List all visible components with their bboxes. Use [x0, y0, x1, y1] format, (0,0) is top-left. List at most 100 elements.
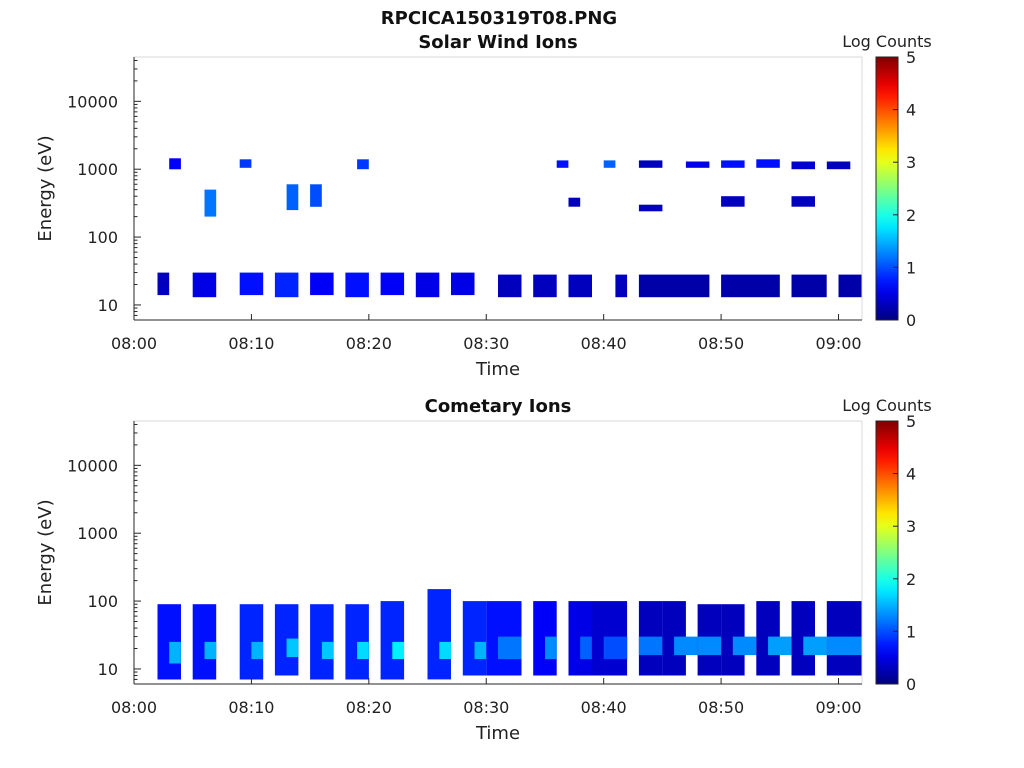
- x-tick-label: 08:50: [698, 698, 744, 717]
- heatmap-cell: [192, 272, 217, 298]
- y-tick-label: 100: [87, 228, 118, 247]
- x-tick-label: 08:50: [698, 334, 744, 353]
- heatmap-cell: [251, 641, 264, 659]
- x-tick-label: 09:00: [815, 334, 861, 353]
- heatmap-cell: [756, 159, 780, 168]
- heatmap-cell: [603, 636, 628, 660]
- heatmap-cell: [791, 196, 815, 207]
- heatmap-cell: [803, 636, 827, 656]
- heatmap-cell: [768, 636, 792, 656]
- heatmap-cell: [427, 589, 451, 680]
- panel-title: Cometary Ions: [425, 396, 572, 417]
- heatmap-cell: [615, 274, 628, 298]
- cometary-ions-panel: 08:00 08:10 08:20 08:30 08:40 08:50 09:0010100…: [35, 396, 932, 744]
- heatmap-cell: [204, 189, 217, 217]
- x-axis-label: Time: [475, 723, 520, 744]
- x-tick-label: 08:30: [463, 698, 509, 717]
- colorbar-tick-label: 4: [906, 101, 916, 120]
- heatmap-cell: [286, 184, 299, 211]
- y-tick-label: 10: [98, 296, 118, 315]
- x-axis-label: Time: [475, 359, 520, 380]
- x-tick-label: 08:10: [228, 334, 274, 353]
- heatmap-cell: [357, 641, 369, 659]
- heatmap-cell: [439, 641, 451, 659]
- heatmap-cell: [239, 159, 252, 168]
- heatmap-cell: [732, 636, 757, 656]
- heatmap-cell: [239, 272, 264, 296]
- heatmap-cell: [638, 204, 663, 212]
- heatmap-cell: [415, 272, 440, 298]
- colorbar-tick-label: 0: [906, 311, 916, 330]
- y-tick-label: 100: [87, 592, 118, 611]
- y-tick-label: 10000: [67, 456, 118, 475]
- heatmap-cell: [697, 636, 722, 656]
- heatmap-cell: [638, 636, 663, 656]
- colorbar-tick-label: 2: [906, 206, 916, 225]
- x-tick-label: 08:40: [581, 698, 627, 717]
- heatmap-cell: [380, 601, 405, 680]
- heatmap-cell: [157, 272, 170, 296]
- heatmap-cell: [474, 641, 487, 659]
- heatmap-cell: [345, 604, 369, 680]
- y-tick-label: 1000: [77, 524, 118, 543]
- heatmap-cell: [791, 161, 815, 170]
- heatmap-cell: [674, 636, 698, 656]
- heatmap-cell: [568, 197, 581, 207]
- colorbar-label: Log Counts: [842, 32, 932, 51]
- heatmap-cell: [380, 272, 405, 296]
- heatmap-cell: [580, 636, 592, 660]
- x-tick-label: 09:00: [815, 698, 861, 717]
- heatmap-cell: [791, 274, 827, 298]
- heatmap-cell: [392, 641, 404, 659]
- colorbar-label: Log Counts: [842, 396, 932, 415]
- heatmap-cell: [239, 604, 264, 680]
- colorbar: [875, 56, 899, 321]
- heatmap-cell: [603, 160, 616, 168]
- colorbar-tick-label: 3: [906, 153, 916, 172]
- colorbar-tick-label: 5: [906, 48, 916, 67]
- colorbar-tick-label: 4: [906, 465, 916, 484]
- heatmap-cell: [310, 272, 334, 296]
- colorbar-tick-label: 2: [906, 570, 916, 589]
- heatmap-cell: [321, 641, 334, 659]
- colorbar-tick-label: 1: [906, 258, 916, 277]
- x-tick-label: 08:10: [228, 698, 274, 717]
- heatmap-cell: [826, 161, 851, 170]
- heatmap-cell: [169, 158, 181, 170]
- colorbar-tick-label: 1: [906, 622, 916, 641]
- x-tick-label: 08:20: [346, 698, 392, 717]
- x-tick-label: 08:30: [463, 334, 509, 353]
- heatmap-cell: [556, 160, 569, 168]
- y-tick-label: 10000: [67, 92, 118, 111]
- heatmap-cell: [568, 274, 592, 298]
- heatmap-cell: [451, 272, 475, 296]
- heatmap-cell: [204, 641, 217, 659]
- heatmap-cell: [721, 274, 780, 298]
- heatmap-cell: [638, 274, 710, 298]
- x-tick-label: 08:40: [581, 334, 627, 353]
- heatmap-cell: [345, 272, 369, 298]
- heatmap-cell: [157, 604, 181, 680]
- heatmap-cell: [791, 601, 815, 676]
- heatmap-cell: [169, 641, 181, 664]
- heatmap-cell: [721, 160, 745, 168]
- colorbar-tick-label: 0: [906, 675, 916, 694]
- heatmap-cell: [310, 184, 322, 207]
- colorbar-tick-label: 5: [906, 412, 916, 431]
- heatmap-cell: [286, 638, 299, 657]
- heatmap-cell: [310, 604, 334, 680]
- solar-wind-ions-panel: 08:00 08:10 08:20 08:30 08:40 08:50 09:0010100…: [35, 32, 932, 380]
- heatmap-cell: [274, 272, 299, 298]
- heatmap-cell: [357, 159, 369, 170]
- heatmap-cell: [756, 601, 780, 676]
- heatmap-cell: [462, 601, 487, 676]
- heatmap-cell: [638, 160, 663, 168]
- heatmap-cell: [192, 604, 217, 680]
- y-tick-label: 1000: [77, 160, 118, 179]
- heatmap-cell: [685, 161, 710, 168]
- heatmap-cell: [498, 274, 522, 298]
- heatmap-cell: [721, 196, 745, 207]
- colorbar: [875, 420, 899, 685]
- y-axis-label: Energy (eV): [35, 135, 56, 241]
